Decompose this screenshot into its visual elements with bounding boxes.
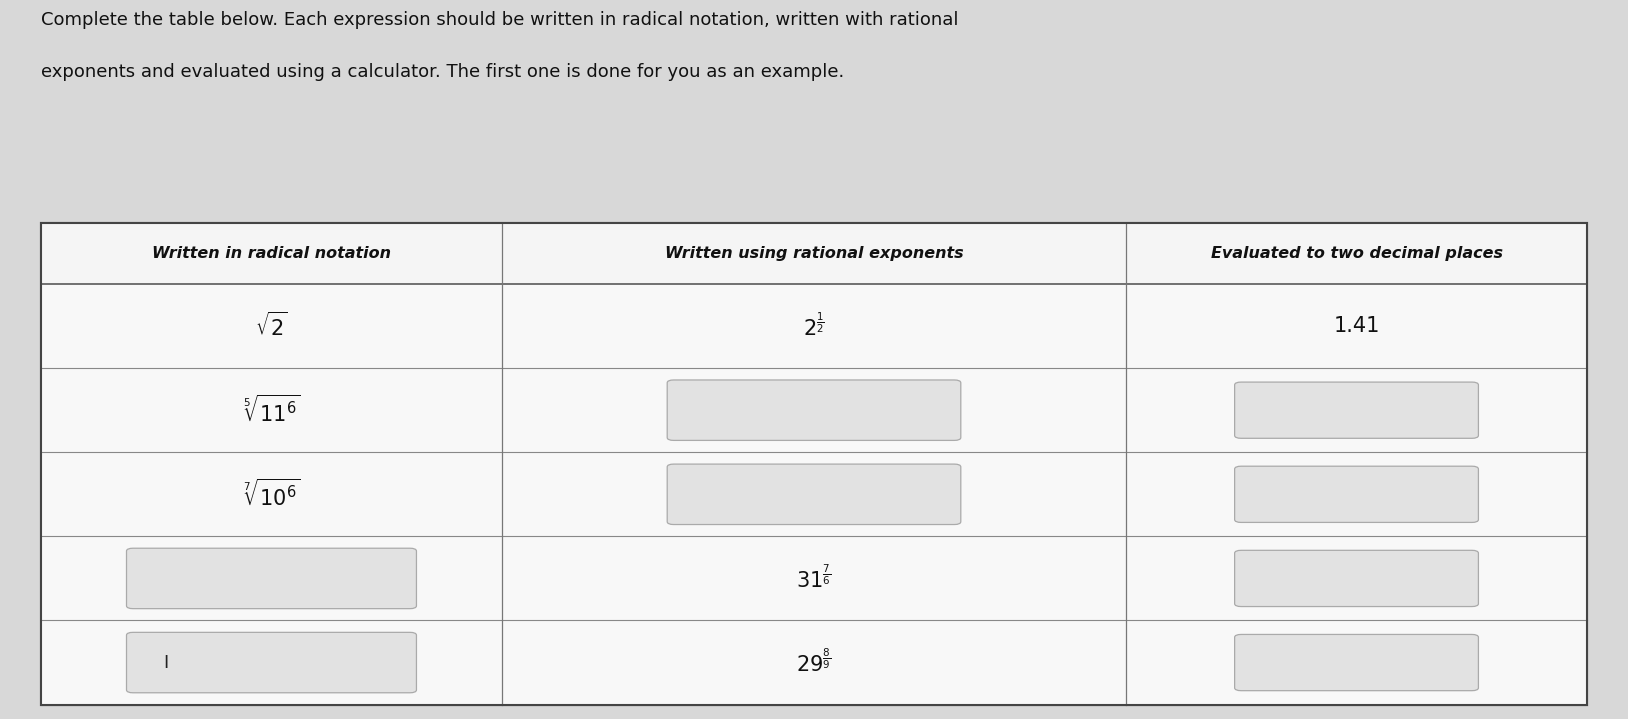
FancyBboxPatch shape (667, 380, 961, 441)
Bar (41, 536, 1587, 620)
FancyBboxPatch shape (667, 464, 961, 525)
Text: $29^{\frac{8}{9}}$: $29^{\frac{8}{9}}$ (796, 649, 832, 676)
Text: $2^{\frac{1}{2}}$: $2^{\frac{1}{2}}$ (803, 313, 825, 339)
Text: Evaluated to two decimal places: Evaluated to two decimal places (1211, 246, 1503, 261)
Text: $\sqrt[7]{10^6}$: $\sqrt[7]{10^6}$ (243, 479, 300, 510)
Bar (41, 223, 1587, 705)
Text: $\sqrt{2}$: $\sqrt{2}$ (256, 312, 288, 340)
Bar (41, 223, 1587, 284)
FancyBboxPatch shape (1234, 634, 1478, 691)
Text: exponents and evaluated using a calculator. The first one is done for you as an : exponents and evaluated using a calculat… (41, 63, 843, 81)
FancyBboxPatch shape (1234, 550, 1478, 607)
Text: Written using rational exponents: Written using rational exponents (664, 246, 964, 261)
Text: $\sqrt[5]{11^6}$: $\sqrt[5]{11^6}$ (243, 395, 300, 426)
Bar (41, 620, 1587, 705)
Text: Written in radical notation: Written in radical notation (151, 246, 391, 261)
Text: I: I (164, 654, 169, 672)
FancyBboxPatch shape (1234, 466, 1478, 523)
Bar (41, 284, 1587, 368)
Text: 1.41: 1.41 (1333, 316, 1379, 336)
FancyBboxPatch shape (127, 632, 417, 693)
Bar (41, 452, 1587, 536)
FancyBboxPatch shape (127, 548, 417, 609)
Text: $31^{\frac{7}{6}}$: $31^{\frac{7}{6}}$ (796, 565, 832, 592)
Bar (41, 368, 1587, 452)
Bar (41, 223, 1587, 705)
Text: Complete the table below. Each expression should be written in radical notation,: Complete the table below. Each expressio… (41, 11, 959, 29)
FancyBboxPatch shape (1234, 382, 1478, 439)
